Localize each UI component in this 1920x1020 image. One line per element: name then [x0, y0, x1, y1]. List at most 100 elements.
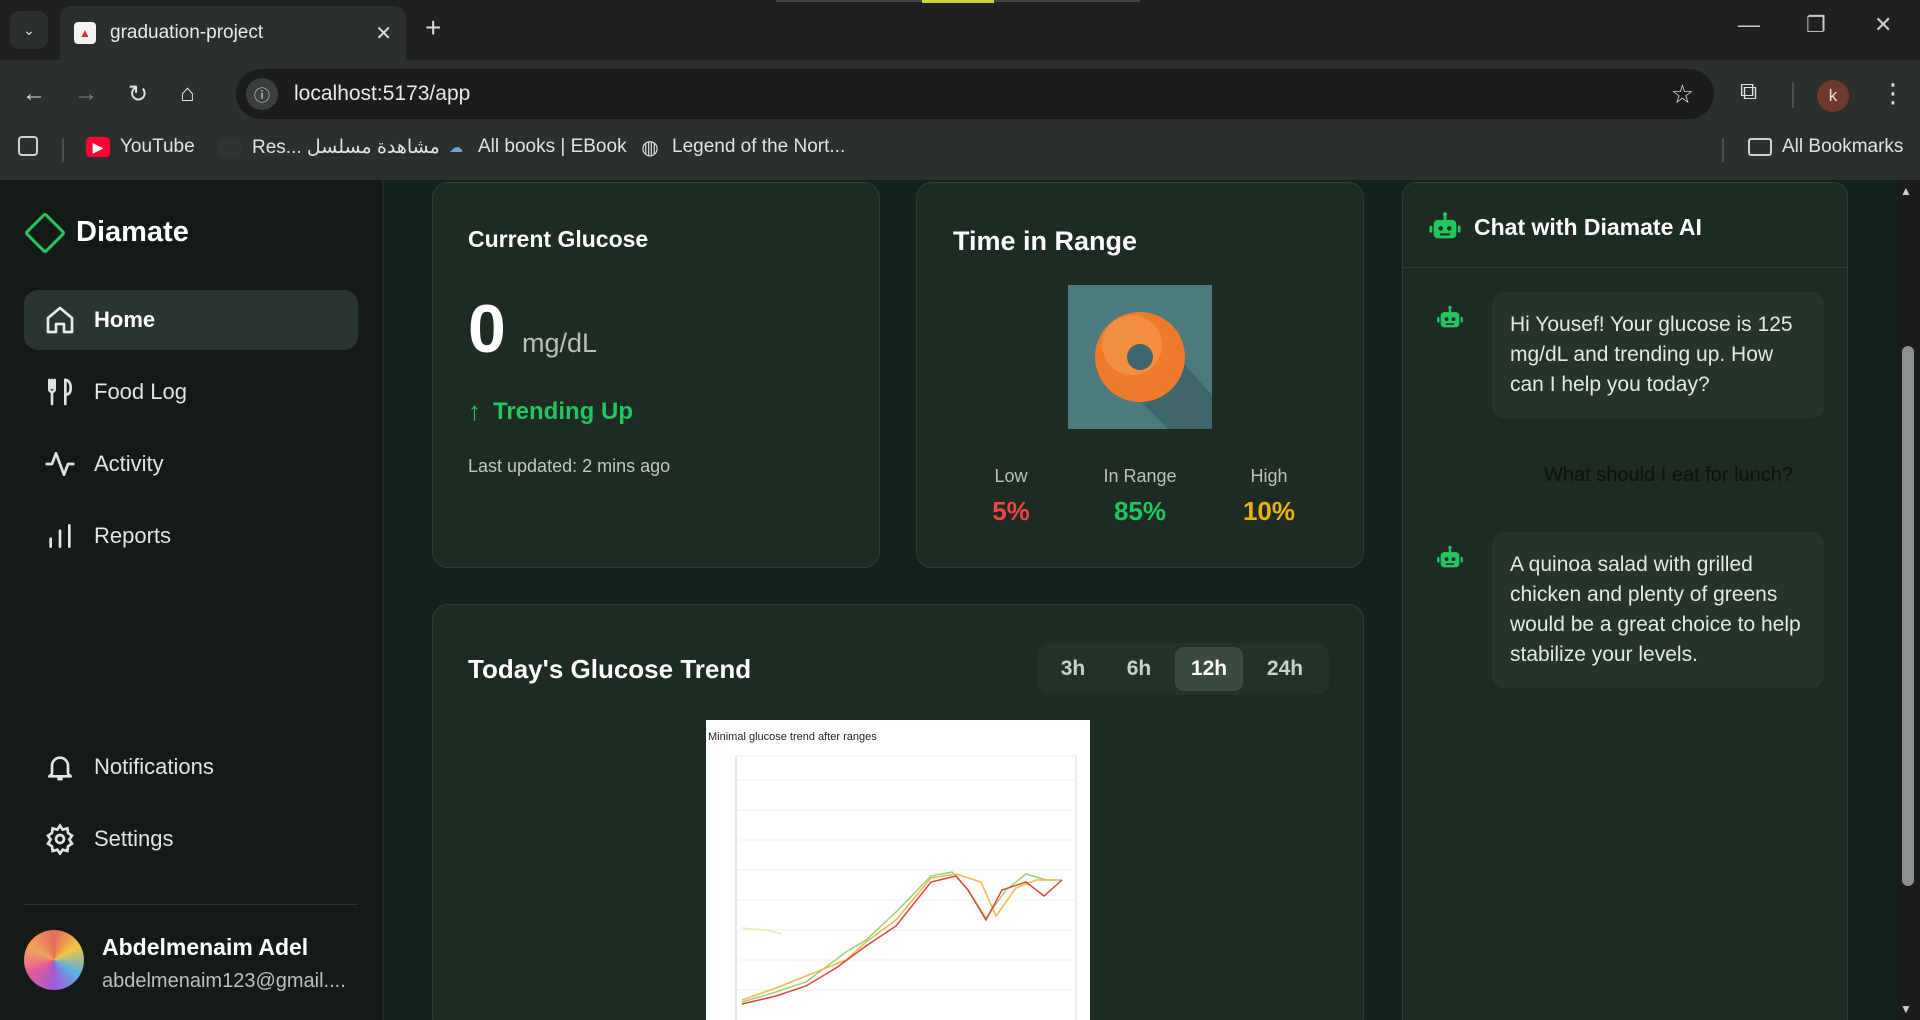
all-bookmarks-label: All Bookmarks	[1782, 136, 1904, 157]
bot-message: A quinoa salad with grilled chicken and …	[1492, 532, 1824, 688]
bookmark-youtube[interactable]: ▶ YouTube	[86, 136, 195, 158]
tab-strip-highlight	[922, 0, 994, 3]
globe-icon: ◍	[641, 136, 659, 159]
user-email: abdelmenaim123@gmail....	[102, 970, 346, 992]
bookmark-favicon-icon	[218, 137, 242, 158]
home-button[interactable]: ⌂	[180, 80, 195, 107]
diamond-logo-icon	[23, 211, 67, 254]
bookmark-label: Res... مشاهدة مسلسل	[252, 137, 440, 158]
donut-image	[1068, 285, 1212, 429]
extensions-icon[interactable]: ⧉	[1740, 78, 1758, 105]
scrollbar-thumb[interactable]	[1902, 346, 1914, 886]
last-updated: Last updated: 2 mins ago	[468, 456, 671, 476]
sidebar-item-home[interactable]: Home	[24, 290, 358, 350]
bar-chart-icon	[42, 518, 78, 554]
url-text[interactable]: localhost:5173/app	[294, 82, 471, 105]
browser-menu-icon[interactable]: ⋮	[1880, 78, 1906, 108]
gear-icon	[42, 821, 78, 857]
minimize-button[interactable]: —	[1738, 12, 1760, 37]
restore-button[interactable]: ❐	[1806, 12, 1826, 37]
user-message: What should I eat for lunch?	[1544, 464, 1794, 486]
bookmark-ebooks[interactable]: ☁ All books | EBook	[444, 136, 627, 158]
high-label: High	[1250, 466, 1288, 486]
brand[interactable]: Diamate	[23, 211, 189, 254]
low-label: Low	[994, 466, 1028, 486]
bookmark-legend[interactable]: ◍ Legend of the Nort...	[638, 136, 846, 159]
bookmarks-divider	[62, 138, 64, 162]
chat-title: Chat with Diamate AI	[1474, 214, 1702, 240]
fork-knife-icon	[42, 374, 78, 410]
glucose-trend-image: Minimal glucose trend after ranges	[706, 720, 1090, 1020]
current-glucose-card	[432, 182, 880, 568]
trend-label: Trending Up	[493, 397, 633, 425]
toolbar-divider	[1792, 82, 1794, 108]
card-title: Today's Glucose Trend	[468, 654, 752, 684]
bookmark-star-icon[interactable]: ☆	[1670, 79, 1694, 109]
high-value: 10%	[1242, 496, 1296, 526]
period-3h-button[interactable]: 3h	[1060, 657, 1086, 680]
glucose-value: 0	[468, 291, 506, 367]
brand-name: Diamate	[76, 216, 189, 248]
card-title: Time in Range	[953, 226, 1138, 256]
arrow-up-icon: ↑	[468, 396, 481, 426]
site-info-icon[interactable]: ⓘ	[246, 78, 278, 110]
sidebar-item-food-log[interactable]: Food Log	[24, 362, 358, 422]
activity-icon	[42, 446, 78, 482]
glucose-unit: mg/dL	[522, 328, 598, 358]
user-name: Abdelmenaim Adel	[102, 934, 309, 960]
sidebar-divider	[24, 904, 358, 905]
robot-icon	[1428, 210, 1462, 249]
bookmarks-divider	[1722, 138, 1724, 162]
sidebar-item-label: Food Log	[94, 379, 187, 404]
bookmarks-bar	[0, 120, 1920, 180]
robot-icon	[1436, 544, 1464, 577]
period-6h-button[interactable]: 6h	[1126, 657, 1152, 680]
sidebar-item-settings[interactable]: Settings	[24, 809, 358, 869]
bookmark-label: YouTube	[120, 136, 195, 157]
back-button[interactable]: ←	[22, 80, 46, 107]
sidebar-item-label: Reports	[94, 523, 172, 548]
card-title: Current Glucose	[468, 226, 649, 252]
all-bookmarks-button[interactable]: All Bookmarks	[1748, 136, 1903, 158]
sidebar-item-label: Settings	[94, 826, 174, 851]
apps-grid-icon[interactable]	[18, 136, 48, 156]
bookmark-series[interactable]: Res... مشاهدة مسلسل	[218, 136, 440, 159]
tab-search-button[interactable]: ⌄	[10, 11, 48, 49]
address-bar[interactable]: ⓘ localhost:5173/app ☆	[236, 69, 1714, 119]
scroll-up-icon[interactable]: ▲	[1900, 184, 1912, 198]
ebook-icon: ☁	[449, 138, 463, 155]
browser-tab[interactable]: ▲ graduation-project ✕	[60, 6, 406, 60]
bookmark-label: All books | EBook	[478, 136, 627, 157]
sidebar-item-notifications[interactable]: Notifications	[24, 737, 358, 797]
low-value: 5%	[992, 496, 1030, 526]
sidebar-item-label: Activity	[94, 451, 164, 476]
tab-title: graduation-project	[110, 22, 264, 43]
sidebar-item-reports[interactable]: Reports	[24, 506, 358, 566]
home-icon	[42, 302, 78, 338]
profile-avatar[interactable]: k	[1817, 80, 1849, 112]
bot-message: Hi Yousef! Your glucose is 125 mg/dL and…	[1492, 292, 1824, 418]
reload-button[interactable]: ↻	[128, 81, 149, 108]
chat-header	[1402, 180, 1848, 268]
tab-favicon-icon: ▲	[74, 22, 96, 44]
chart-caption: Minimal glucose trend after ranges	[708, 731, 877, 743]
trend-indicator: ↑ Trending Up	[468, 396, 633, 427]
in-range-value: 85%	[1113, 496, 1167, 526]
scroll-down-icon[interactable]: ▼	[1900, 1002, 1912, 1016]
forward-button[interactable]: →	[74, 80, 98, 107]
avatar[interactable]	[24, 930, 84, 990]
close-tab-icon[interactable]: ✕	[375, 22, 392, 45]
new-tab-button[interactable]: +	[425, 12, 442, 43]
robot-icon	[1436, 304, 1464, 337]
youtube-icon: ▶	[86, 137, 110, 157]
sidebar-item-activity[interactable]: Activity	[24, 434, 358, 494]
period-12h-button[interactable]: 12h	[1175, 647, 1243, 691]
bell-icon	[42, 749, 78, 785]
folder-icon	[1748, 138, 1772, 156]
close-window-button[interactable]: ✕	[1874, 12, 1893, 37]
sidebar-item-label: Home	[94, 307, 156, 332]
period-24h-button[interactable]: 24h	[1266, 657, 1304, 680]
sidebar-item-label: Notifications	[94, 754, 214, 779]
bookmark-label: Legend of the Nort...	[672, 136, 846, 157]
in-range-label: In Range	[1103, 466, 1177, 486]
